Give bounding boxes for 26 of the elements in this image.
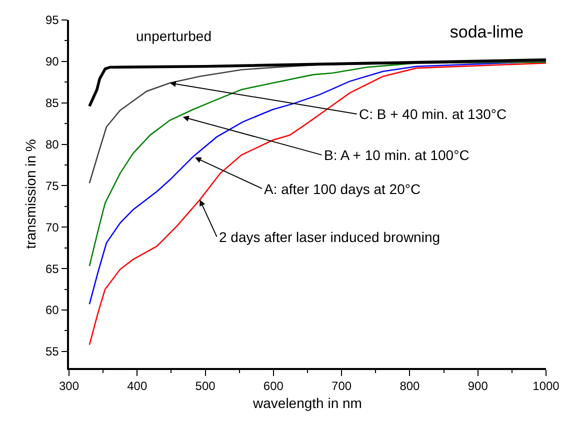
y-tick-label: 70: [45, 220, 60, 234]
y-tick-label: 55: [45, 344, 60, 359]
x-tick-label: 500: [195, 379, 216, 394]
x-tick-label: 800: [400, 379, 420, 394]
annotation: A: after 100 days at 20°C: [264, 181, 421, 197]
annotation: C: B + 40 min. at 130°C: [359, 106, 507, 122]
x-tick-label: 300: [58, 379, 80, 394]
chart-title: soda-lime: [450, 22, 524, 42]
y-tick-label: 80: [45, 137, 60, 152]
y-tick-label: 65: [45, 262, 60, 276]
x-axis-title: wavelength in nm: [252, 394, 362, 411]
series-label: unperturbed: [136, 28, 212, 44]
x-tick-label: 400: [127, 379, 148, 394]
y-tick-label: 75: [45, 178, 60, 193]
y-axis-title: transmission in %: [22, 139, 39, 249]
x-tick-label: 700: [332, 379, 352, 394]
line-series: [88, 58, 546, 108]
x-tick-label: 1000: [532, 379, 560, 394]
x-tick-label: 900: [468, 379, 488, 394]
y-tick-label: 85: [45, 96, 60, 110]
annotation: B: A + 10 min. at 100°C: [324, 147, 470, 163]
y-tick-label: 60: [45, 303, 60, 318]
x-tick-label: 600: [263, 379, 284, 394]
y-tick-label: 90: [45, 54, 60, 69]
annotation: 2 days after laser induced browning: [219, 229, 440, 245]
y-tick-label: 95: [45, 13, 60, 28]
